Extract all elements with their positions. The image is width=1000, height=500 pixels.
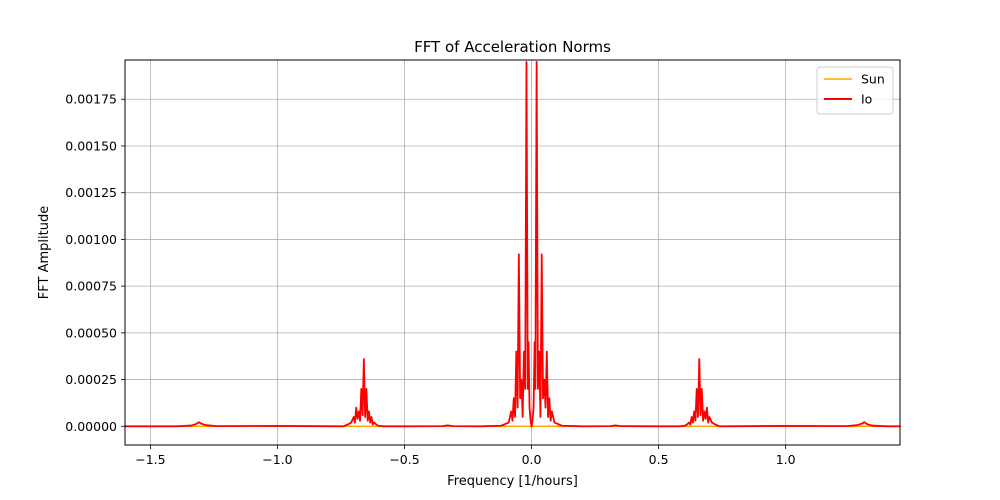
- x-axis: −1.5 −1.0 −0.5 0.0 0.5 1.0: [135, 445, 796, 467]
- x-tick-label: 1.0: [776, 452, 796, 467]
- y-tick-label: 0.00050: [65, 325, 117, 340]
- x-tick-label: 0.0: [522, 452, 542, 467]
- legend-label-io: Io: [861, 92, 872, 107]
- y-tick-label: 0.00175: [65, 92, 117, 107]
- series-line-io: [124, 60, 901, 428]
- legend-item-io: Io: [824, 92, 872, 107]
- x-tick-label: 0.5: [649, 452, 669, 467]
- chart-title: FFT of Acceleration Norms: [414, 38, 611, 56]
- y-axis: 0.00000 0.00025 0.00050 0.00075 0.00100 0.001…: [65, 92, 125, 434]
- y-tick-label: 0.00150: [65, 138, 117, 153]
- x-tick-label: −1.5: [135, 452, 165, 467]
- y-tick-label: 0.00125: [65, 185, 117, 200]
- series-layer: [124, 60, 901, 428]
- grid-layer: [125, 60, 900, 445]
- plot-area: [124, 59, 901, 446]
- y-axis-label: FFT Amplitude: [37, 206, 52, 299]
- y-tick-label: 0.00025: [65, 372, 117, 387]
- legend-item-sun: Sun: [824, 72, 885, 87]
- x-tick-label: −1.0: [262, 452, 292, 467]
- y-tick-label: 0.00000: [65, 419, 117, 434]
- legend: Sun Io: [816, 66, 894, 115]
- y-tick-label: 0.00075: [65, 279, 117, 294]
- x-tick-label: −0.5: [389, 452, 419, 467]
- y-tick-label: 0.00100: [65, 232, 117, 247]
- legend-label-sun: Sun: [861, 72, 885, 87]
- x-axis-label: Frequency [1/hours]: [447, 474, 578, 489]
